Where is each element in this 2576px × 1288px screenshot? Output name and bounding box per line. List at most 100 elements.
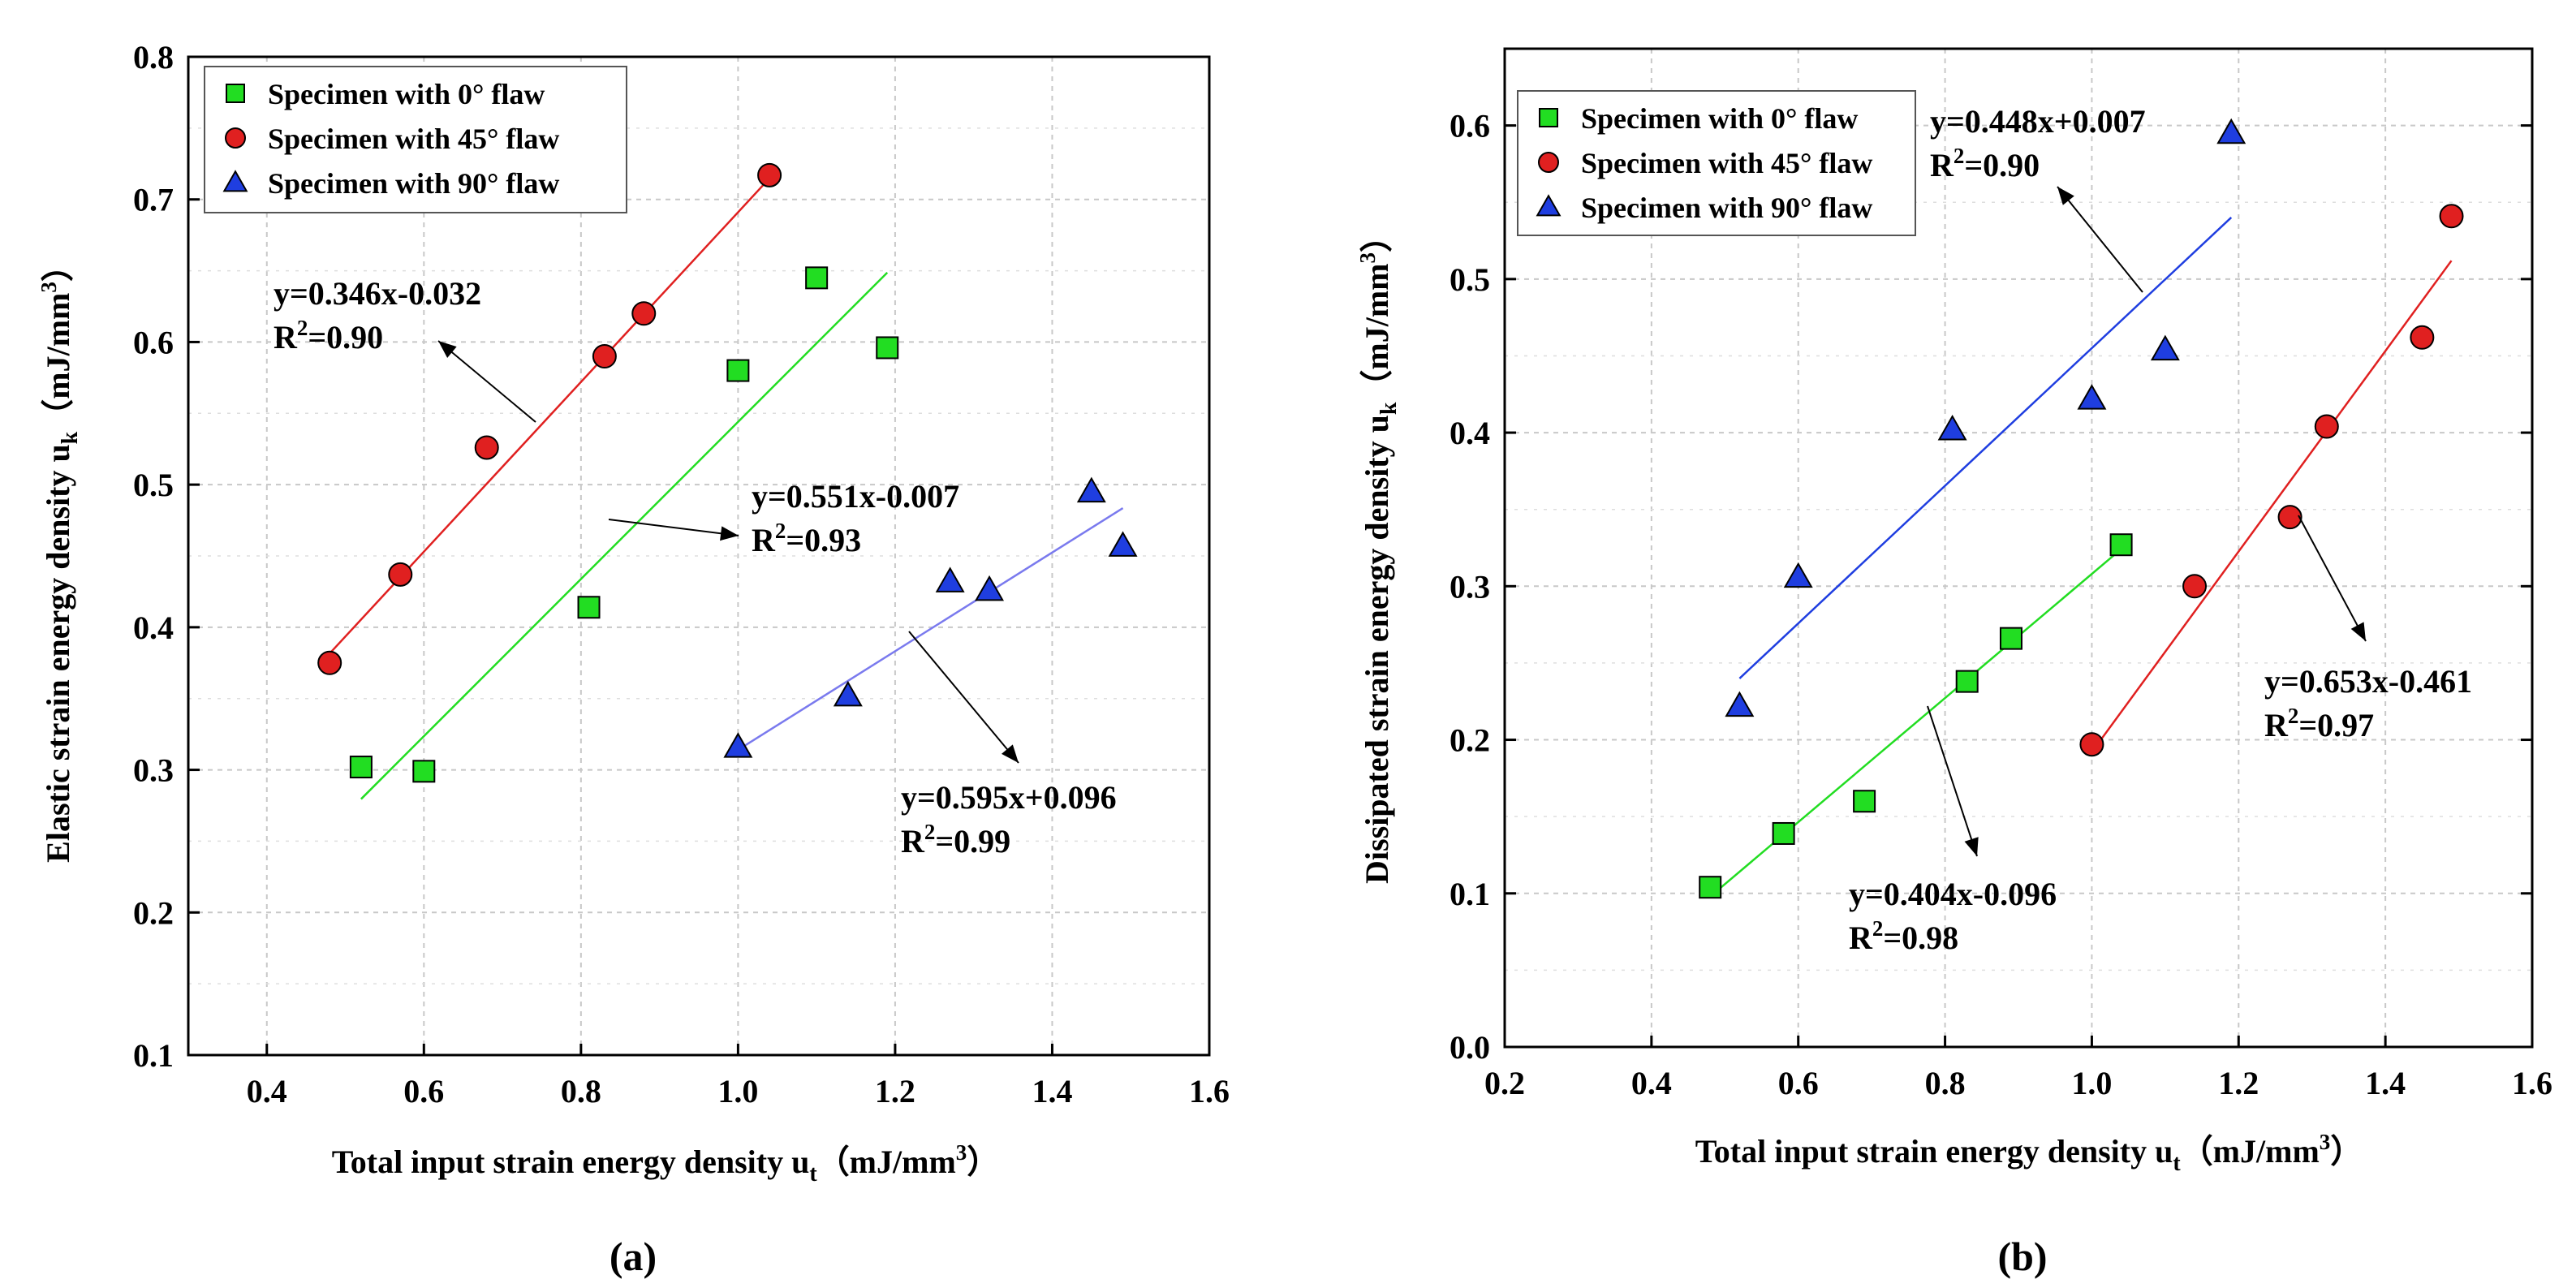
annotation-arrow <box>2298 515 2367 642</box>
fit-line <box>737 507 1124 752</box>
fit-equation: y=0.448x+0.007 <box>1930 103 2146 140</box>
fit-r-squared: R2=0.97 <box>2264 704 2374 743</box>
data-point <box>935 566 965 592</box>
y-tick-label: 0.1 <box>1450 876 1490 912</box>
data-point <box>805 266 829 290</box>
data-point <box>1783 562 1813 588</box>
x-tick-label: 0.6 <box>1778 1065 1819 1101</box>
data-point <box>1955 670 1979 693</box>
y-axis-label: Elastic strain energy density uk（mJ/mm3） <box>37 249 83 863</box>
legend-marker <box>226 84 245 103</box>
annotation-arrow <box>2057 186 2143 293</box>
data-point <box>317 650 342 675</box>
ticks: 0.4 0.6 0.8 1.0 1.2 1.4 1.6 0.1 0.2 0.3 0.4 0.5 0.6 0… <box>133 39 1230 1109</box>
x-tick-label: 1.4 <box>1032 1073 1072 1109</box>
annotations: y=0.551x-0.007 R2=0.93 y=0.595x+0.096 R2=0.… <box>274 275 1117 859</box>
data-point <box>2079 732 2104 757</box>
data-point <box>1076 476 1106 503</box>
data-point <box>2109 533 2133 557</box>
series-triangle <box>1725 118 2246 717</box>
legend: Specimen with 0° flaw Specimen with 45° f… <box>1517 90 1916 236</box>
legend-marker <box>1536 194 1562 217</box>
y-tick-label: 0.7 <box>133 182 174 218</box>
series-triangle <box>723 476 1138 758</box>
x-tick-label: 0.2 <box>1484 1065 1525 1101</box>
x-tick-label: 1.0 <box>717 1073 758 1109</box>
series-circle <box>317 162 782 675</box>
annotation-arrow <box>437 340 536 423</box>
legend-marker <box>1538 152 1559 173</box>
data-point <box>349 756 373 779</box>
x-tick-label: 1.0 <box>2071 1065 2112 1101</box>
legend-marker <box>1539 108 1558 127</box>
legend-marker <box>222 170 248 192</box>
data-point <box>2277 505 2302 530</box>
annotation-arrow <box>1927 705 1978 857</box>
fit-line <box>1709 548 2122 898</box>
data-point <box>1725 691 1755 717</box>
x-axis-label: Total input strain energy density ut（mJ/… <box>1695 1130 2363 1176</box>
data-point <box>2077 384 2107 410</box>
series-square <box>349 266 899 783</box>
data-point <box>2216 118 2246 144</box>
fit-r-squared: R2=0.93 <box>752 519 861 558</box>
legend-box <box>204 66 627 213</box>
data-point <box>631 301 657 326</box>
plot-frame <box>1503 47 2534 1049</box>
annotation-arrow <box>908 631 1019 764</box>
fit-line <box>360 271 889 800</box>
ticks: 0.2 0.4 0.6 0.8 1.0 1.2 1.4 1.6 0.0 0.1 0.2 0.3 0.4 0… <box>1450 108 2552 1101</box>
data-point <box>1108 531 1138 557</box>
y-tick-label: 0.2 <box>1450 722 1490 759</box>
data-point <box>388 562 413 587</box>
annotation-arrowhead <box>438 341 457 358</box>
fit-line <box>2091 260 2453 753</box>
y-tick-label: 0.6 <box>1450 108 1490 144</box>
plot-frame <box>187 55 1211 1057</box>
y-axis-label: Dissipated strain energy density uk（mJ/m… <box>1355 220 1402 884</box>
legend-marker <box>225 127 246 149</box>
data-point <box>2314 414 2339 439</box>
series-circle <box>2079 204 2464 757</box>
fit-equation: y=0.653x-0.461 <box>2264 663 2472 700</box>
fit-r-squared: R2=0.98 <box>1849 916 1958 956</box>
annotation-arrowhead <box>2350 622 2366 641</box>
legend-label: Specimen with 90° flaw <box>1581 192 1872 224</box>
data-point <box>833 680 863 707</box>
x-tick-label: 1.2 <box>2218 1065 2259 1101</box>
legend-label: Specimen with 0° flaw <box>1581 102 1858 135</box>
y-tick-label: 0.4 <box>1450 415 1490 451</box>
x-tick-label: 1.6 <box>2512 1065 2552 1101</box>
legend-label: Specimen with 0° flaw <box>268 78 545 110</box>
y-tick-label: 0.3 <box>1450 568 1490 605</box>
annotations: y=0.404x-0.096 R2=0.98 y=0.653x-0.461 R2=0.… <box>1849 103 2472 956</box>
y-tick-label: 0.5 <box>1450 261 1490 298</box>
fit-line <box>1738 217 2233 679</box>
fit-r-squared: R2=0.99 <box>901 820 1010 859</box>
annotation-arrow <box>608 519 739 536</box>
fit-r-squared: R2=0.90 <box>274 316 383 355</box>
panel-label: (a) <box>610 1234 657 1279</box>
data-point <box>2410 325 2435 350</box>
y-tick-label: 0.0 <box>1450 1029 1490 1066</box>
data-point <box>1999 627 2022 650</box>
chart-b: 0.2 0.4 0.6 0.8 1.0 1.2 1.4 1.6 0.0 0.1 0.2 0.3 0.4 0… <box>1355 47 2552 1279</box>
y-tick-label: 0.3 <box>133 752 174 789</box>
y-tick-label: 0.5 <box>133 467 174 503</box>
annotation-arrowhead <box>1964 837 1979 856</box>
fit-r-squared: R2=0.90 <box>1930 144 2040 183</box>
fit-equation: y=0.404x-0.096 <box>1849 876 2057 912</box>
data-point <box>1853 790 1876 813</box>
x-tick-label: 0.8 <box>1925 1065 1966 1101</box>
data-point <box>474 435 499 460</box>
y-tick-label: 0.4 <box>133 610 174 646</box>
data-point <box>592 344 617 368</box>
x-tick-label: 1.4 <box>2365 1065 2406 1101</box>
fit-equation: y=0.551x-0.007 <box>752 478 959 515</box>
chart-a: 0.4 0.6 0.8 1.0 1.2 1.4 1.6 0.1 0.2 0.3 0.4 0.5 0.6 0… <box>37 39 1230 1279</box>
legend-label: Specimen with 45° flaw <box>1581 147 1872 179</box>
data-point <box>876 336 899 360</box>
x-tick-label: 0.8 <box>561 1073 601 1109</box>
y-tick-label: 0.2 <box>133 894 174 931</box>
data-point <box>2439 204 2464 229</box>
